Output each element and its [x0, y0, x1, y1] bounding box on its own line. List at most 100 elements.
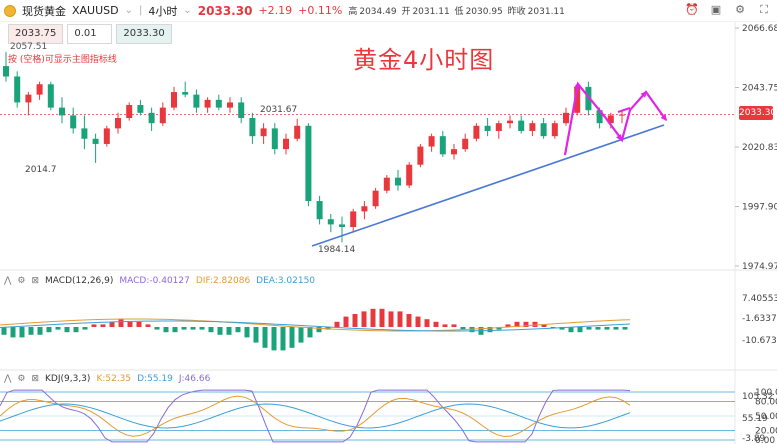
macd-bar: [568, 327, 574, 333]
kdj-right-tick-label: -3.89: [742, 434, 766, 444]
alarm-icon[interactable]: ⏰: [685, 3, 699, 16]
candle-body: [473, 125, 480, 139]
candle-body: [585, 86, 592, 111]
price-tick-label: 2066.68: [742, 24, 777, 34]
macd-bar: [388, 311, 394, 327]
candle-body: [339, 224, 345, 227]
macd-bar: [298, 327, 304, 343]
macd-bar: [406, 314, 412, 327]
close-icon[interactable]: ⊠: [31, 276, 40, 286]
timeframe-selector[interactable]: 4小时: [148, 4, 178, 18]
buy-price-button[interactable]: 2033.30: [116, 24, 172, 44]
candle-body: [193, 94, 200, 108]
macd-bar: [145, 324, 151, 327]
macd-bar: [370, 308, 376, 327]
kdj-tick-label: 100.00: [755, 388, 777, 398]
macd-bar: [379, 308, 385, 327]
candle-body: [540, 123, 547, 137]
macd-bar: [523, 321, 529, 327]
quick-trade-widget: 2033.75 0.01 2033.30: [8, 24, 172, 44]
macd-bar: [118, 319, 124, 327]
macd-bar: [451, 324, 457, 327]
macd-bar: [433, 321, 439, 327]
price-change: +2.19: [258, 4, 293, 17]
fullscreen-icon[interactable]: ⛶: [760, 3, 768, 16]
candle-body: [428, 136, 435, 147]
macd-bar: [64, 327, 70, 333]
macd-bar: [325, 327, 331, 330]
price-tick-label: 2020.83: [742, 143, 777, 153]
macd-bar: [415, 316, 421, 327]
candle-body: [294, 125, 301, 139]
macd-bar: [460, 327, 466, 330]
gold-coin-icon: [4, 4, 16, 17]
candle-body: [159, 107, 166, 124]
camera-icon[interactable]: ▣: [710, 3, 722, 16]
macd-bar: [559, 327, 565, 330]
macd-title: MACD(12,26,9): [45, 276, 114, 286]
macd-bar: [235, 327, 241, 333]
max-price-label: 2057.51: [10, 42, 48, 52]
collapse-icon[interactable]: ⋀: [4, 374, 12, 384]
lot-size-input[interactable]: 0.01: [67, 24, 113, 44]
settings-icon[interactable]: ⚙: [17, 374, 26, 384]
macd-bar: [46, 327, 52, 333]
kdj-panel-header: ⋀ ⚙ ⊠ KDJ(9,3,3) K:52.35 D:55.19 J:46.66: [4, 374, 210, 384]
macd-bar: [28, 327, 34, 335]
arrow-head-icon: [660, 114, 667, 121]
macd-bar: [505, 324, 511, 327]
macd-bar: [424, 319, 430, 327]
macd-bar: [514, 321, 520, 327]
timeframe-chevron-icon[interactable]: ⌄: [183, 5, 192, 16]
arrow-head-icon: [573, 82, 580, 89]
kdj-title: KDJ(9,3,3): [45, 374, 91, 384]
candle-body: [596, 110, 603, 124]
macd-bar: [154, 327, 160, 330]
macd-bar: [532, 321, 538, 327]
settings-icon[interactable]: ⚙: [17, 276, 26, 286]
symbol-name[interactable]: 现货黄金: [22, 4, 66, 18]
macd-bar: [622, 327, 628, 330]
close-icon[interactable]: ⊠: [31, 374, 40, 384]
candle-body: [148, 112, 155, 124]
macd-bar: [442, 324, 448, 327]
chevron-down-icon[interactable]: ⌄: [124, 5, 134, 16]
macd-value: MACD:-0.40127: [119, 276, 190, 286]
candle-body: [271, 128, 278, 150]
candle-body: [126, 105, 133, 118]
macd-bar: [55, 327, 61, 330]
candle-body: [350, 211, 357, 227]
collapse-icon[interactable]: ⋀: [4, 276, 12, 286]
sell-price-button[interactable]: 2033.75: [8, 24, 64, 44]
candle-body: [484, 125, 491, 131]
kdj-tick-label: 50.00: [755, 412, 777, 422]
j-line: [0, 389, 631, 443]
settings-icon[interactable]: ⚙: [735, 3, 745, 16]
symbol-code[interactable]: XAUUSD: [72, 4, 119, 17]
macd-bar: [343, 316, 349, 327]
macd-tick-label: -10.67300: [742, 336, 777, 346]
chart-title: 黄金4小时图: [353, 46, 495, 74]
price-tick-label: 1997.90: [742, 202, 777, 212]
macd-bar: [595, 327, 601, 330]
macd-bar: [208, 327, 214, 333]
candle-body: [551, 123, 558, 137]
price-annotation: 2014.7: [25, 165, 57, 175]
macd-bar: [190, 327, 196, 330]
macd-bar: [334, 321, 340, 327]
arrow-head-icon: [640, 91, 647, 98]
dif-value: DIF:2.82086: [195, 276, 251, 286]
macd-bar: [262, 327, 268, 348]
candle-body: [395, 177, 401, 186]
symbol-toolbar: 现货黄金 XAUUSD ⌄ | 4小时 ⌄ 2033.30 +2.19 +0.1…: [0, 0, 777, 22]
candle-body: [327, 219, 334, 225]
macd-bar: [613, 327, 619, 330]
macd-bar: [280, 327, 286, 351]
support-trendline: [311, 124, 665, 247]
macd-bar: [487, 327, 493, 333]
candle-body: [383, 177, 390, 191]
last-price: 2033.30: [197, 3, 253, 18]
candle-body: [92, 138, 99, 144]
candle-body: [439, 136, 446, 155]
